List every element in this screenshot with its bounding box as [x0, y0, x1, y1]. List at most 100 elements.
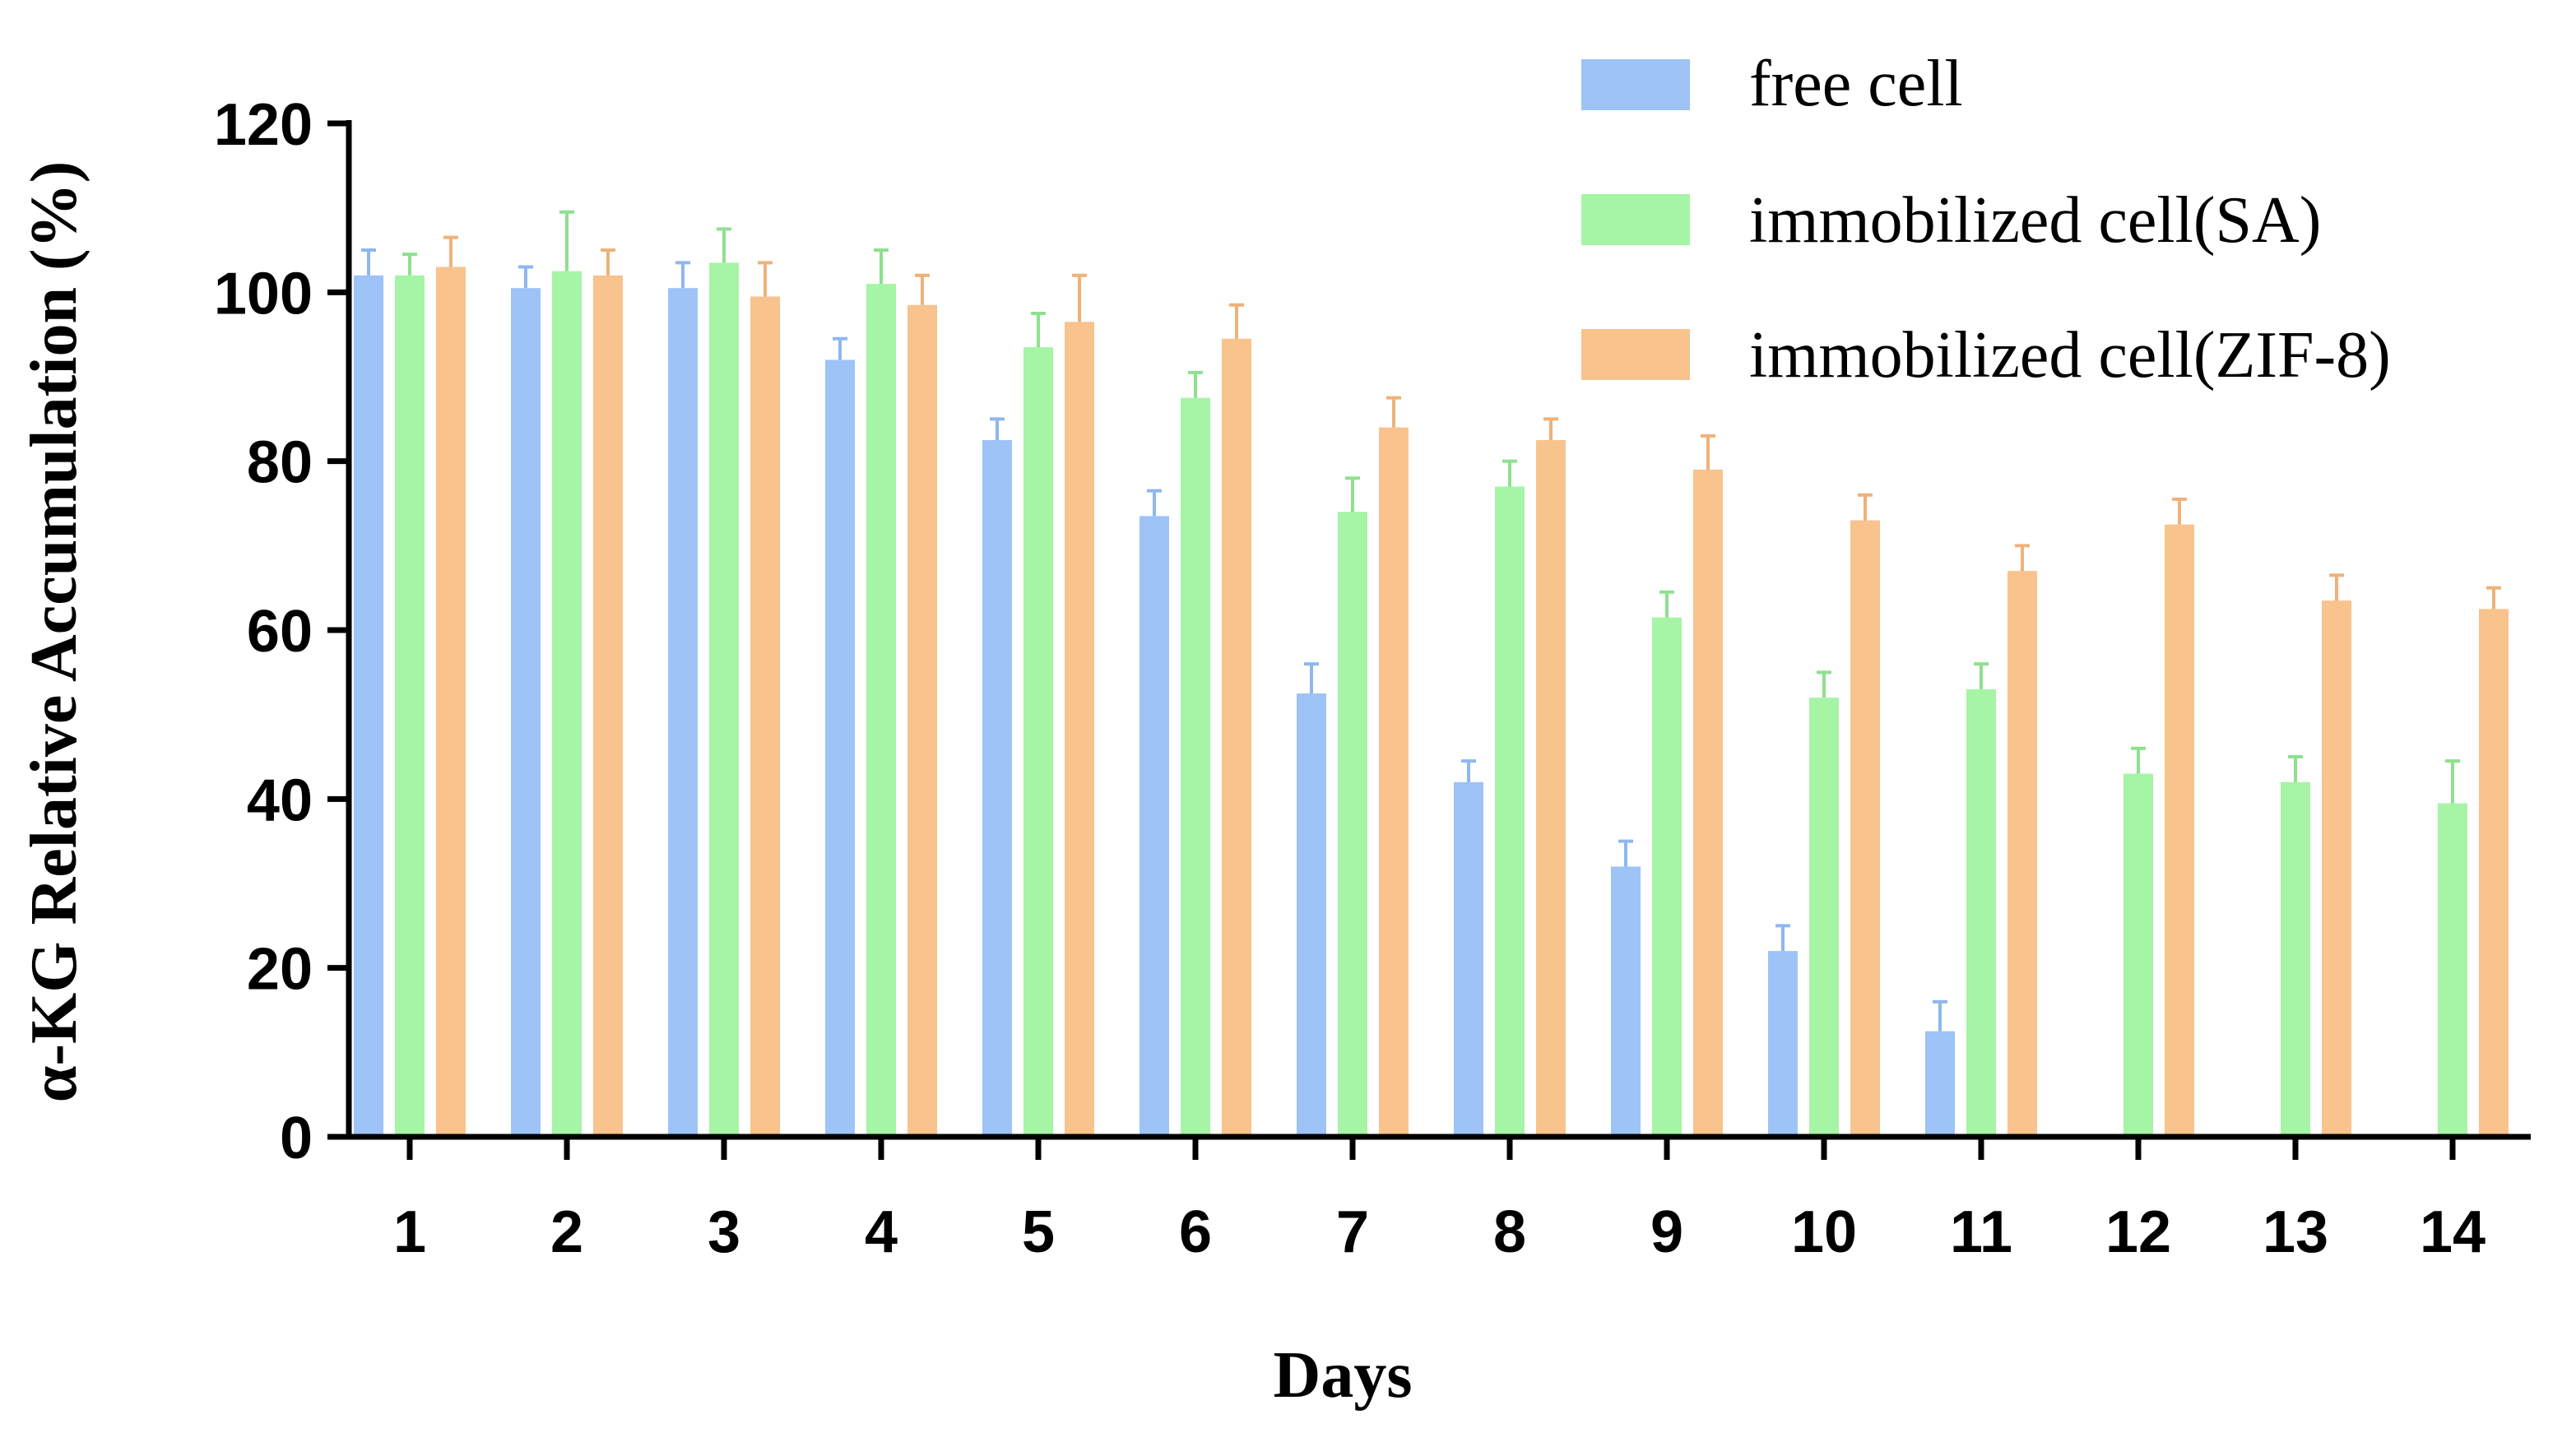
- bar-free-cell-day-1: [354, 275, 383, 1137]
- bar-immobilized-cell-zif-8-day-12: [2165, 524, 2194, 1137]
- x-axis-title: Days: [1274, 1339, 1413, 1412]
- error-bar-immobilized-cell-zif-8-day-4: [915, 273, 930, 305]
- error-bar-free-cell-day-11: [1933, 999, 1947, 1032]
- error-bar-immobilized-cell-zif-8-day-9: [1701, 434, 1715, 470]
- bar-immobilized-cell-sa-day-6: [1181, 397, 1210, 1138]
- error-bar-immobilized-cell-zif-8-day-11: [2015, 544, 2030, 572]
- bar-immobilized-cell-zif-8-day-6: [1222, 338, 1251, 1137]
- error-bar-immobilized-cell-zif-8-day-1: [443, 235, 458, 267]
- error-bar-immobilized-cell-zif-8-day-6: [1229, 303, 1244, 339]
- bar-free-cell-day-11: [1925, 1031, 1955, 1137]
- bar-immobilized-cell-sa-day-7: [1338, 512, 1367, 1137]
- error-bar-immobilized-cell-sa-day-4: [874, 248, 889, 285]
- bar-free-cell-day-6: [1139, 516, 1169, 1137]
- x-tick-label-9: 9: [1650, 1199, 1683, 1265]
- error-bar-immobilized-cell-sa-day-6: [1188, 370, 1203, 398]
- error-bar-free-cell-day-1: [361, 248, 376, 276]
- bar-free-cell-day-9: [1611, 866, 1641, 1137]
- bar-immobilized-cell-zif-8-day-10: [1850, 520, 1880, 1137]
- y-tick-label-80: 80: [247, 430, 313, 496]
- x-tick-label-1: 1: [393, 1199, 426, 1265]
- legend-swatch-free-cell: [1581, 59, 1690, 110]
- x-tick-label-2: 2: [550, 1199, 583, 1265]
- bars-layer: [354, 210, 2509, 1138]
- bar-immobilized-cell-zif-8-day-2: [593, 275, 623, 1137]
- y-tick-label-40: 40: [247, 767, 313, 833]
- error-bar-immobilized-cell-zif-8-day-2: [601, 248, 615, 276]
- bar-immobilized-cell-zif-8-day-5: [1065, 322, 1094, 1137]
- bar-immobilized-cell-sa-day-13: [2281, 781, 2310, 1137]
- x-tick-label-6: 6: [1179, 1199, 1212, 1265]
- bar-immobilized-cell-zif-8-day-13: [2322, 600, 2351, 1137]
- bar-free-cell-day-5: [982, 440, 1012, 1137]
- x-tick-label-12: 12: [2105, 1199, 2171, 1265]
- bar-immobilized-cell-sa-day-4: [866, 284, 896, 1138]
- y-axis-title: α-KG Relative Accumulation (%): [18, 161, 91, 1103]
- bar-immobilized-cell-sa-day-14: [2438, 803, 2467, 1137]
- y-tick-label-120: 120: [214, 92, 313, 158]
- error-bar-free-cell-day-6: [1147, 489, 1162, 517]
- legend-swatch-immobilized-sa: [1581, 194, 1690, 245]
- x-tick-label-13: 13: [2263, 1199, 2328, 1265]
- bar-immobilized-cell-zif-8-day-11: [2007, 571, 2037, 1137]
- bar-immobilized-cell-zif-8-day-4: [907, 304, 937, 1137]
- bar-immobilized-cell-zif-8-day-8: [1536, 440, 1566, 1137]
- error-bar-free-cell-day-3: [675, 261, 690, 289]
- error-bar-immobilized-cell-sa-day-3: [717, 227, 731, 263]
- legend: free cell immobilized cell(SA) immobiliz…: [1581, 48, 2391, 392]
- y-tick-label-100: 100: [214, 261, 313, 327]
- y-tick-label-60: 60: [247, 599, 313, 665]
- bar-immobilized-cell-sa-day-9: [1652, 617, 1682, 1137]
- x-tick-label-10: 10: [1791, 1199, 1857, 1265]
- error-bar-free-cell-day-2: [518, 265, 533, 289]
- bar-immobilized-cell-sa-day-10: [1809, 698, 1839, 1137]
- bar-free-cell-day-7: [1297, 693, 1326, 1137]
- error-bar-immobilized-cell-zif-8-day-7: [1386, 396, 1401, 428]
- error-bar-immobilized-cell-sa-day-7: [1345, 476, 1360, 512]
- error-bar-immobilized-cell-sa-day-14: [2445, 759, 2460, 804]
- error-bar-immobilized-cell-zif-8-day-14: [2486, 586, 2501, 610]
- error-bar-immobilized-cell-zif-8-day-13: [2329, 573, 2344, 601]
- x-tick-label-4: 4: [865, 1199, 898, 1265]
- bar-immobilized-cell-zif-8-day-7: [1379, 427, 1409, 1137]
- error-bar-immobilized-cell-sa-day-9: [1659, 590, 1674, 618]
- bar-immobilized-cell-zif-8-day-9: [1693, 469, 1723, 1137]
- x-tick-label-3: 3: [708, 1199, 740, 1265]
- legend-swatch-immobilized-zif8: [1581, 329, 1690, 380]
- error-bar-immobilized-cell-zif-8-day-3: [758, 261, 773, 297]
- bar-immobilized-cell-sa-day-11: [1966, 689, 1996, 1137]
- bar-free-cell-day-8: [1454, 781, 1483, 1137]
- bar-immobilized-cell-sa-day-1: [395, 275, 425, 1137]
- error-bar-immobilized-cell-zif-8-day-10: [1858, 493, 1873, 521]
- error-bar-immobilized-cell-sa-day-2: [559, 210, 574, 271]
- error-bar-immobilized-cell-zif-8-day-8: [1543, 417, 1558, 440]
- legend-label-immobilized-zif8: immobilized cell(ZIF-8): [1749, 319, 2391, 392]
- error-bar-free-cell-day-10: [1775, 924, 1790, 952]
- bar-immobilized-cell-sa-day-5: [1023, 347, 1053, 1138]
- error-bar-free-cell-day-7: [1304, 662, 1319, 693]
- error-bar-free-cell-day-8: [1461, 759, 1476, 782]
- legend-label-immobilized-sa: immobilized cell(SA): [1749, 184, 2321, 257]
- x-tick-label-8: 8: [1493, 1199, 1526, 1265]
- x-tick-label-11: 11: [1950, 1199, 2012, 1265]
- error-bar-immobilized-cell-sa-day-1: [402, 253, 417, 276]
- y-tick-label-20: 20: [247, 937, 313, 1003]
- error-bar-immobilized-cell-sa-day-10: [1817, 670, 1831, 698]
- error-bar-immobilized-cell-zif-8-day-5: [1072, 273, 1087, 322]
- bar-free-cell-day-4: [825, 359, 855, 1137]
- error-bar-immobilized-cell-zif-8-day-12: [2172, 497, 2187, 525]
- bar-immobilized-cell-zif-8-day-3: [750, 296, 780, 1137]
- error-bar-immobilized-cell-sa-day-13: [2288, 755, 2303, 782]
- bar-immobilized-cell-sa-day-12: [2123, 773, 2153, 1137]
- bar-immobilized-cell-sa-day-2: [552, 271, 582, 1138]
- bar-immobilized-cell-zif-8-day-14: [2479, 609, 2509, 1137]
- bar-immobilized-cell-sa-day-3: [709, 262, 739, 1137]
- error-bar-immobilized-cell-sa-day-11: [1974, 662, 1989, 689]
- x-tick-label-7: 7: [1336, 1199, 1369, 1265]
- y-tick-label-0: 0: [280, 1106, 313, 1171]
- error-bar-immobilized-cell-sa-day-8: [1502, 459, 1517, 487]
- x-tick-label-14: 14: [2420, 1199, 2485, 1265]
- error-bar-free-cell-day-9: [1618, 839, 1633, 867]
